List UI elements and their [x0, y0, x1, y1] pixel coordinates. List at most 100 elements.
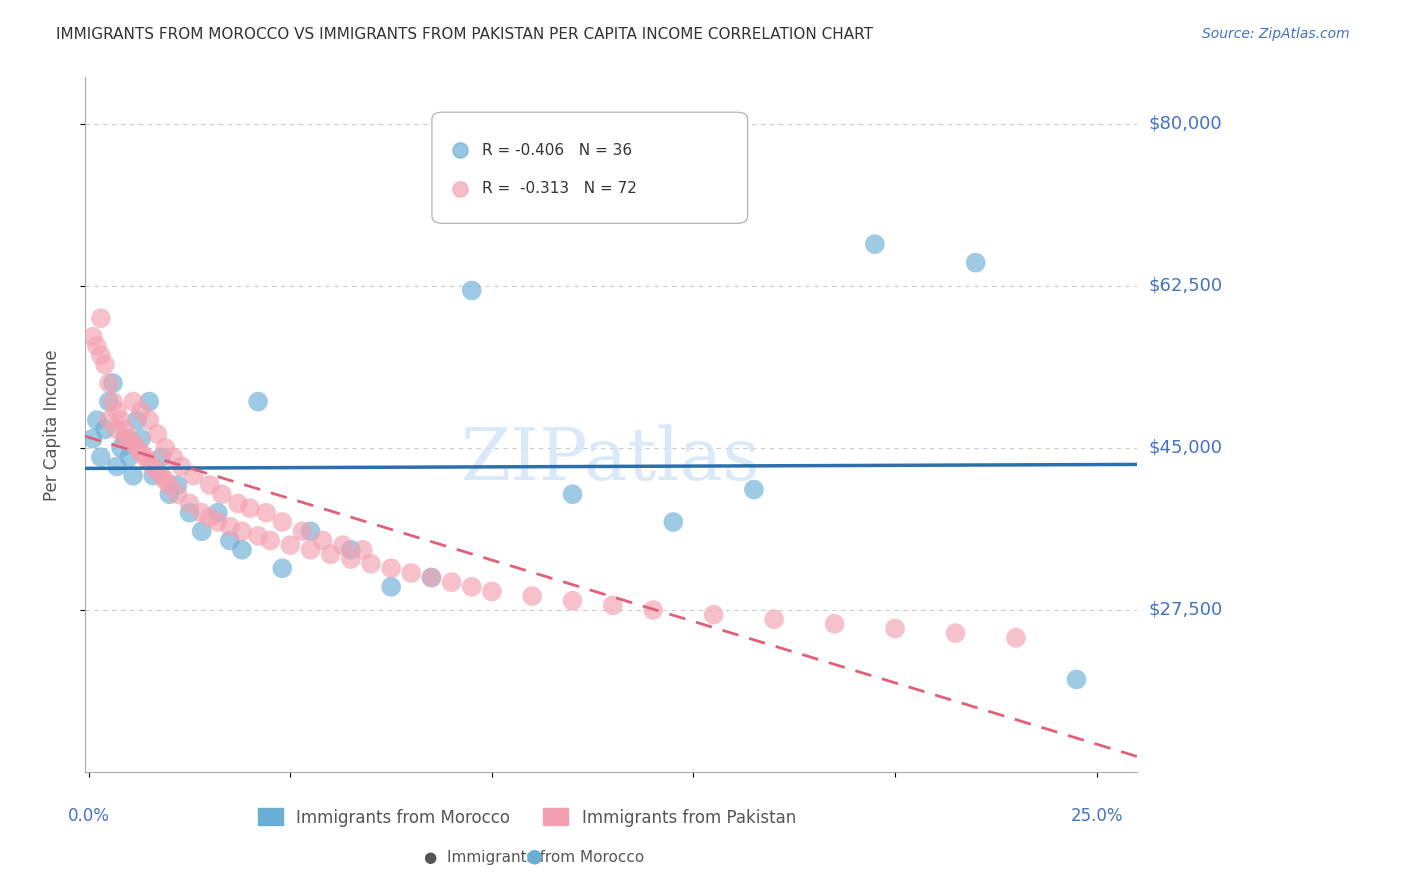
Point	[90, 311, 112, 326]
Point	[218, 519, 240, 533]
Point	[1005, 631, 1028, 645]
Point	[150, 450, 173, 465]
Point	[129, 404, 152, 418]
Point	[311, 533, 333, 548]
Point	[662, 515, 685, 529]
Point	[122, 436, 145, 450]
Point	[299, 524, 322, 539]
Point	[146, 427, 169, 442]
Point	[162, 450, 184, 465]
Point	[97, 376, 120, 390]
Point	[138, 413, 160, 427]
Point	[278, 538, 301, 552]
Point	[157, 478, 180, 492]
Point	[101, 394, 124, 409]
Point	[166, 478, 188, 492]
Point	[114, 432, 136, 446]
Point	[134, 450, 156, 465]
Point	[190, 524, 212, 539]
Point	[118, 432, 141, 446]
Point	[332, 538, 354, 552]
Point	[105, 422, 128, 436]
Point	[114, 432, 136, 446]
Point	[247, 394, 270, 409]
Point	[231, 542, 253, 557]
Point	[703, 607, 725, 622]
Point	[198, 478, 221, 492]
Text: $80,000: $80,000	[1149, 115, 1222, 133]
Point	[82, 432, 104, 446]
Point	[340, 542, 363, 557]
Point	[122, 468, 145, 483]
Point	[207, 506, 229, 520]
Point	[138, 455, 160, 469]
Text: $62,500: $62,500	[1149, 277, 1222, 295]
Point	[299, 542, 322, 557]
Point	[742, 483, 765, 497]
Point	[129, 432, 152, 446]
Point	[863, 237, 886, 252]
Point	[945, 626, 967, 640]
Text: R =  -0.313   N = 72: R = -0.313 N = 72	[482, 181, 637, 196]
Point	[481, 584, 503, 599]
Point	[94, 358, 117, 372]
Point	[198, 510, 221, 524]
Point	[763, 612, 786, 626]
Point	[105, 459, 128, 474]
Point	[97, 413, 120, 427]
Point	[211, 487, 233, 501]
Point	[420, 570, 443, 584]
Point	[142, 468, 165, 483]
Point	[239, 501, 262, 516]
Point	[340, 552, 363, 566]
Point	[114, 422, 136, 436]
Point	[259, 533, 281, 548]
Point	[420, 570, 443, 584]
Point	[254, 506, 277, 520]
Point	[157, 487, 180, 501]
Point	[643, 603, 665, 617]
Text: ZIPatlas: ZIPatlas	[461, 425, 761, 495]
Text: $45,000: $45,000	[1149, 439, 1222, 457]
Point	[561, 593, 583, 607]
Text: R = -0.406   N = 36: R = -0.406 N = 36	[482, 143, 633, 158]
Point	[291, 524, 314, 539]
Point	[218, 533, 240, 548]
Text: ●: ●	[526, 847, 543, 865]
Point	[319, 548, 342, 562]
Point	[82, 330, 104, 344]
Point	[380, 580, 402, 594]
Point	[352, 542, 374, 557]
Point	[231, 524, 253, 539]
Text: 25.0%: 25.0%	[1070, 806, 1123, 825]
Point	[110, 441, 132, 455]
Point	[271, 561, 294, 575]
Legend: Immigrants from Morocco, Immigrants from Pakistan: Immigrants from Morocco, Immigrants from…	[250, 802, 803, 833]
Point	[179, 496, 201, 510]
Point	[884, 622, 907, 636]
Point	[129, 445, 152, 459]
Point	[127, 413, 149, 427]
Point	[90, 450, 112, 465]
Point	[97, 394, 120, 409]
Point	[207, 515, 229, 529]
Point	[170, 459, 193, 474]
Point	[440, 575, 463, 590]
Point	[86, 339, 108, 353]
Point	[602, 599, 624, 613]
Point	[138, 394, 160, 409]
Point	[150, 468, 173, 483]
Point	[226, 496, 249, 510]
Point	[461, 284, 484, 298]
Point	[271, 515, 294, 529]
Point	[105, 404, 128, 418]
Text: 0.0%: 0.0%	[67, 806, 110, 825]
Point	[461, 580, 484, 594]
Point	[110, 413, 132, 427]
Point	[965, 255, 987, 269]
Point	[380, 561, 402, 575]
Point	[179, 506, 201, 520]
Point	[127, 441, 149, 455]
Point	[142, 459, 165, 474]
Point	[190, 506, 212, 520]
